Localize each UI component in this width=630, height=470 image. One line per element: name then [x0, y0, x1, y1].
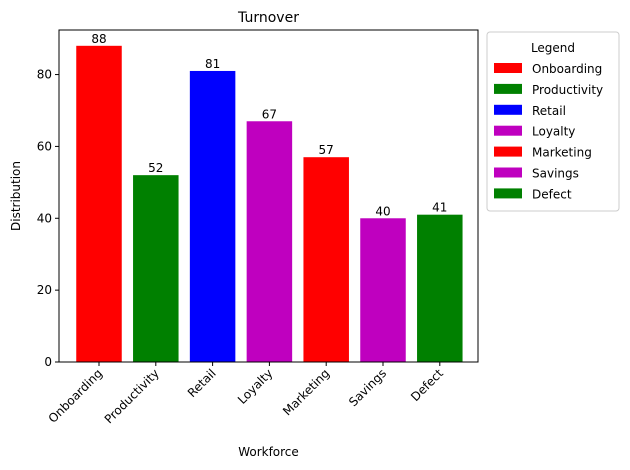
legend: Legend Onboarding Productivity Retail Loyal… [486, 31, 620, 212]
x-tick-label: Marketing [280, 366, 332, 418]
x-tick-label: Savings [346, 366, 389, 409]
legend-box [486, 31, 620, 212]
y-tick-label: 0 [44, 355, 52, 369]
legend-swatch [494, 146, 522, 157]
bar-value-label: 41 [432, 201, 447, 215]
bar-productivity [133, 175, 179, 362]
legend-swatch [494, 63, 522, 73]
bar-value-label: 40 [375, 204, 390, 218]
y-tick-label: 80 [37, 68, 52, 82]
legend-swatch [494, 104, 522, 115]
legend-entry-label: Marketing [532, 146, 592, 160]
x-tick-label: Defect [408, 366, 446, 404]
y-tick-label: 60 [37, 139, 52, 153]
legend-entry-label: Retail [532, 104, 566, 118]
bars-group [76, 45, 463, 363]
legend-swatch [494, 188, 522, 199]
bar-value-label: 81 [205, 57, 220, 71]
bar-value-label: 67 [262, 107, 277, 121]
legend-swatch [494, 125, 522, 136]
legend-entries: Onboarding Productivity Retail Loyalty Marke… [494, 62, 603, 201]
bar-retail [189, 70, 236, 363]
legend-entry-label: Onboarding [532, 62, 602, 76]
bar-value-label: 88 [91, 32, 106, 46]
y-tick-label: 20 [37, 283, 52, 297]
x-tick-label: Onboarding [46, 366, 106, 426]
bar-labels-group: 88 52 81 67 57 40 41 [91, 32, 447, 218]
legend-entry-label: Savings [532, 167, 579, 181]
x-tick-label: Retail [185, 366, 219, 400]
y-axis: 0 20 40 60 80 [37, 68, 59, 369]
chart-title: Turnover [237, 10, 299, 26]
bar-savings [360, 218, 406, 362]
legend-entry-label: Defect [532, 187, 572, 201]
legend-title: Legend [531, 41, 575, 55]
plot-frame [58, 29, 479, 363]
x-axis-label: Workforce [238, 445, 299, 459]
bar-value-label: 52 [148, 161, 163, 175]
bar-defect [417, 214, 463, 362]
y-axis-label: Distribution [9, 161, 23, 231]
bar-marketing [303, 157, 349, 362]
y-tick-label: 40 [37, 211, 52, 225]
bar-value-label: 57 [319, 143, 334, 157]
x-tick-label: Loyalty [235, 366, 276, 407]
legend-swatch [494, 167, 522, 178]
bar-loyalty [246, 121, 293, 362]
legend-entry-label: Productivity [532, 83, 603, 97]
legend-entry-label: Loyalty [532, 125, 575, 139]
bar-onboarding [76, 45, 122, 363]
x-tick-label: Productivity [102, 366, 162, 426]
legend-swatch [494, 83, 522, 94]
